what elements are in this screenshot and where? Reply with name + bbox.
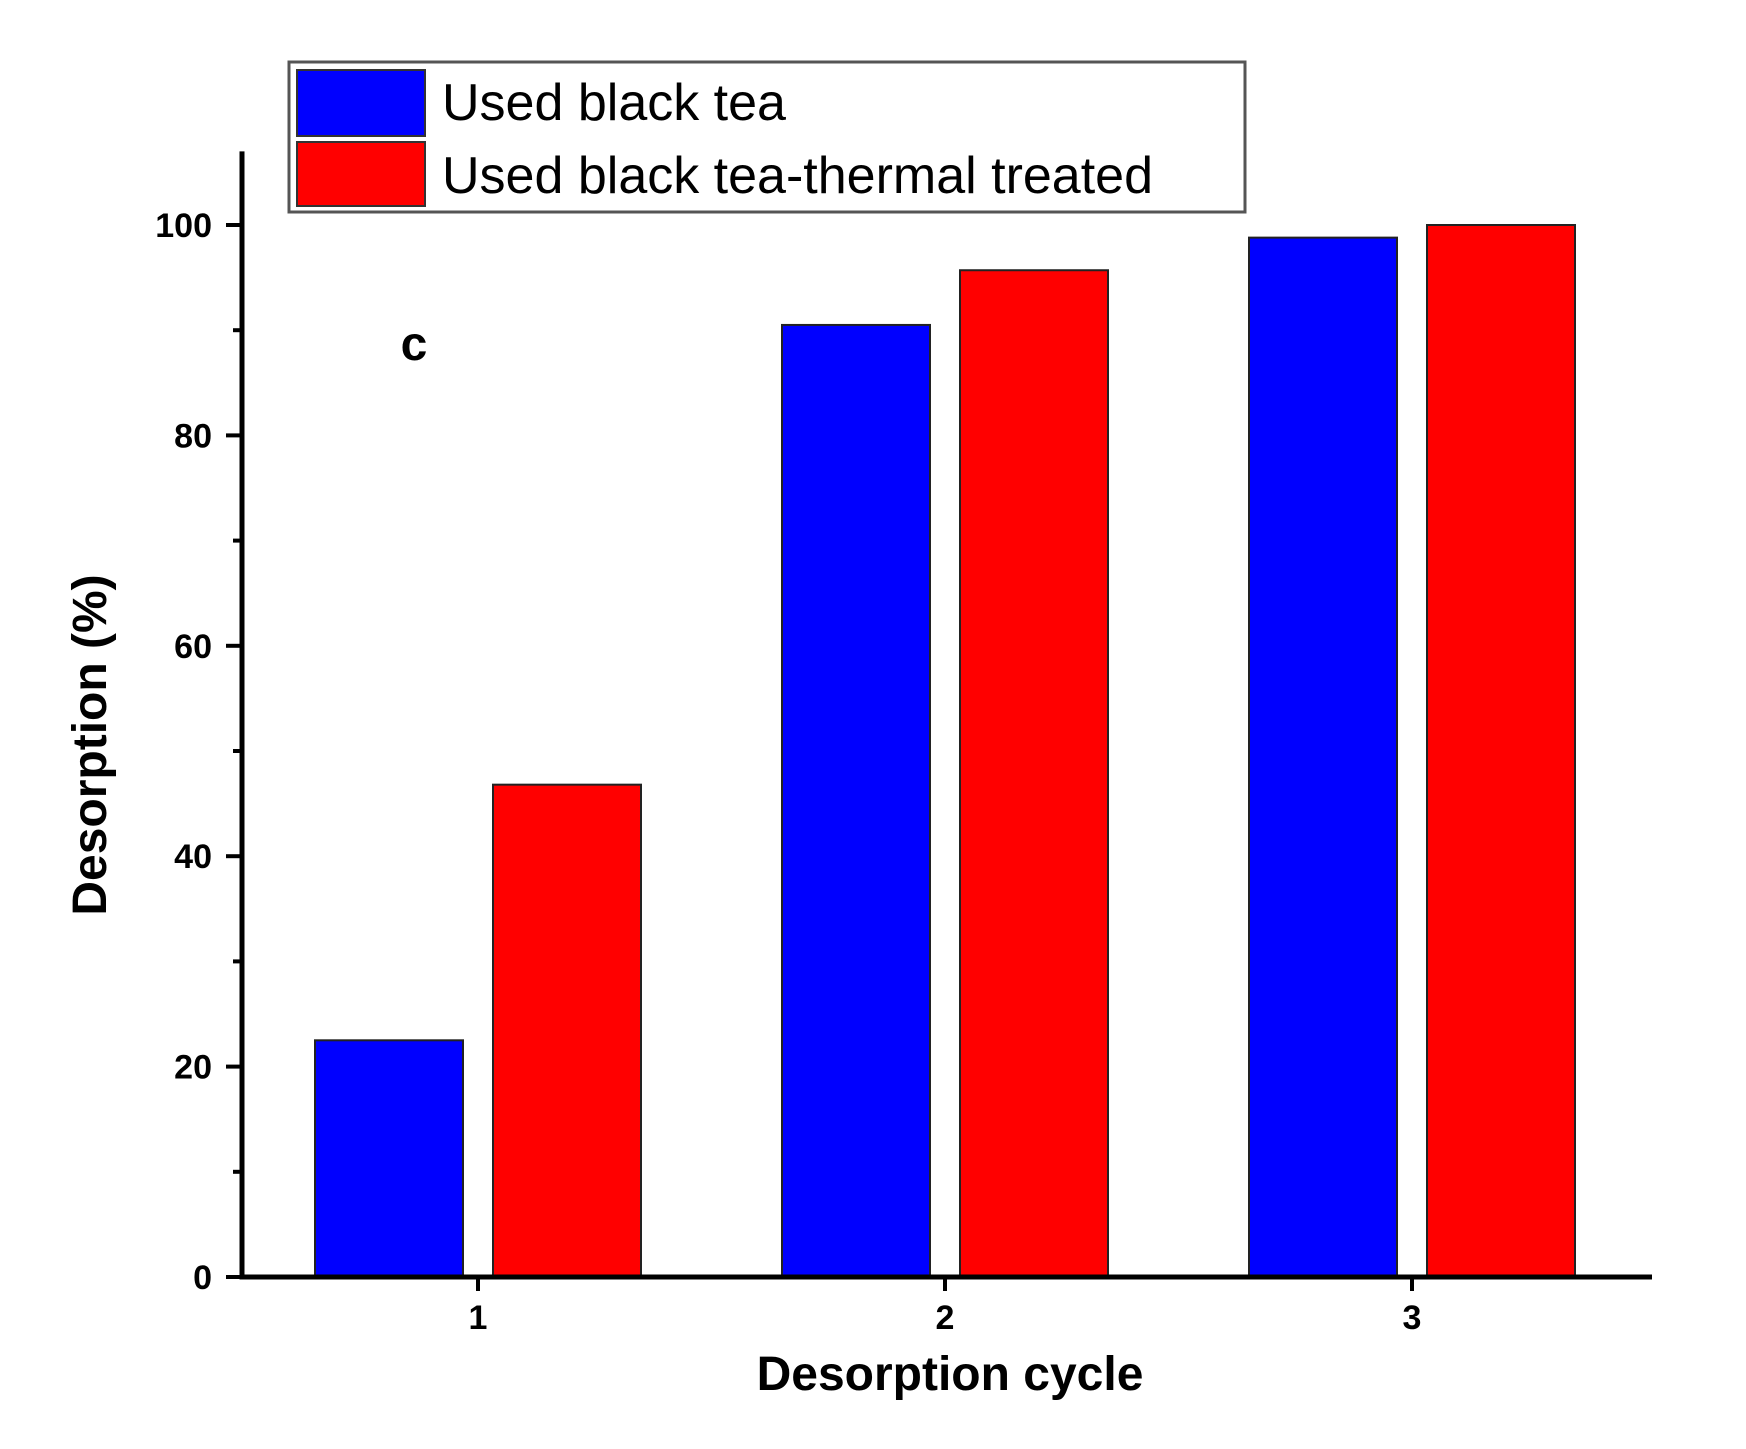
bar-series-1-cycle-2 — [781, 323, 931, 1278]
bar-series-2-cycle-3 — [1426, 224, 1576, 1278]
legend-swatch-used-black-tea — [296, 69, 426, 137]
bar-series-1-cycle-3 — [1248, 236, 1398, 1278]
y-axis-title: Desorption (%) — [64, 574, 117, 915]
x-tick-label-3: 3 — [1403, 1299, 1422, 1337]
y-tick-label-60: 60 — [174, 628, 212, 666]
legend: Used black tea Used black tea-thermal tr… — [287, 60, 1247, 214]
legend-frame — [287, 60, 1247, 214]
bar-series-2-cycle-1 — [492, 783, 642, 1278]
x-tick-label-1: 1 — [469, 1299, 488, 1337]
y-tick-label-40: 40 — [174, 838, 212, 876]
x-ticks: 1 2 3 — [469, 1277, 1422, 1337]
legend-label-used-black-tea: Used black tea — [442, 74, 786, 132]
y-tick-label-100: 100 — [155, 207, 212, 245]
y-tick-label-80: 80 — [174, 417, 212, 455]
y-ticks: 0 20 40 60 80 100 — [155, 207, 242, 1297]
panel-label: c — [401, 318, 428, 371]
bars-layer — [314, 224, 1576, 1279]
legend-label-used-black-tea-thermal-treated: Used black tea-thermal treated — [442, 147, 1153, 205]
bar-series-1-cycle-1 — [314, 1039, 464, 1279]
y-tick-label-0: 0 — [193, 1259, 212, 1297]
x-axis-title: Desorption cycle — [757, 1348, 1144, 1401]
legend-swatch-used-black-tea-thermal-treated — [296, 141, 426, 207]
y-tick-label-20: 20 — [174, 1049, 212, 1087]
bar-series-2-cycle-2 — [959, 269, 1109, 1278]
x-tick-label-2: 2 — [936, 1299, 955, 1337]
